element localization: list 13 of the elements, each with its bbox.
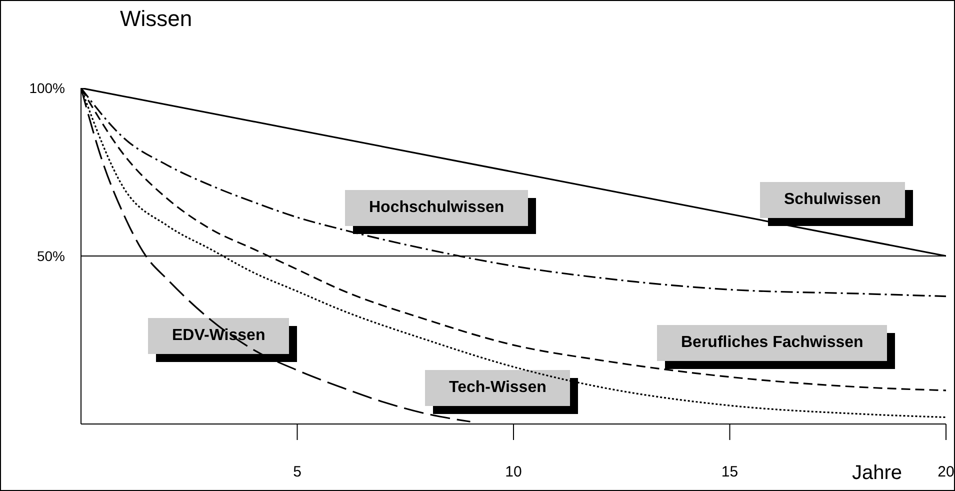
y-tick-label: 50% xyxy=(36,248,65,264)
x-axis-title: Jahre xyxy=(852,462,902,485)
x-tick-label: 20 xyxy=(938,464,954,481)
x-tick-label: 10 xyxy=(505,464,522,481)
y-tick-label: 100% xyxy=(29,80,65,96)
series-label: Tech-Wissen xyxy=(425,370,570,406)
x-tick-label: 5 xyxy=(293,464,302,481)
series-label: EDV-Wissen xyxy=(148,318,290,354)
y-axis-title: Wissen xyxy=(120,6,192,32)
series-label: Hochschulwissen xyxy=(345,190,528,226)
x-tick-label: 15 xyxy=(721,464,738,481)
series-label: Schulwissen xyxy=(760,182,905,218)
series-label: Berufliches Fachwissen xyxy=(657,325,888,361)
